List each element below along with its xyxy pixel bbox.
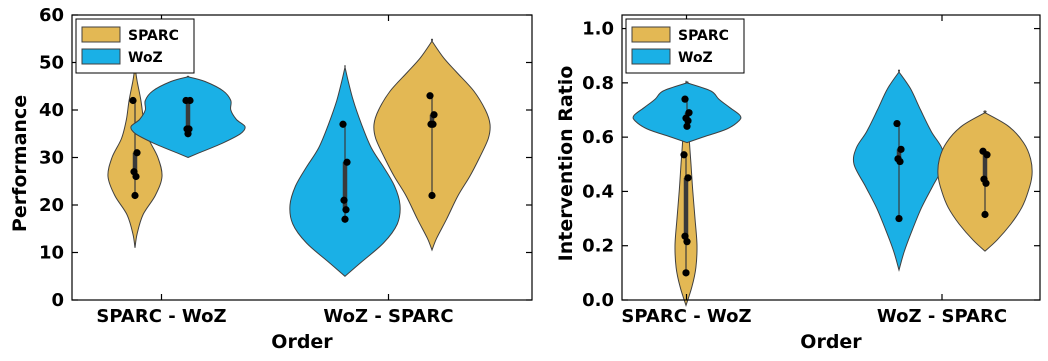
data-point [429, 120, 437, 128]
legend-swatch-woz [631, 48, 671, 65]
x-category-label: SPARC - WoZ [96, 306, 226, 327]
y-tick-label: 60 [39, 5, 64, 26]
chart-panel-2: 0.0 0.2 0.4 0.6 0.8 1.0 SPARC - WoZ WoZ - SPARC… [555, 14, 1041, 353]
y-tick-label: 0.6 [582, 127, 614, 148]
data-point [428, 191, 436, 200]
data-point [684, 117, 692, 125]
x-axis-label: Order [271, 331, 333, 353]
data-point [684, 174, 692, 182]
x-axis-label: Order [800, 331, 862, 353]
chart-panel-1: 0 10 20 30 40 50 60 SPARC - WoZ WoZ - SPARC Order… [9, 5, 533, 353]
legend-label-sparc: SPARC [128, 28, 179, 44]
data-point [340, 196, 348, 204]
y-tick-label: 0.0 [582, 290, 614, 311]
data-point [186, 96, 194, 105]
y-tick-label: 0.4 [582, 181, 614, 202]
legend-label-sparc: SPARC [678, 28, 729, 44]
legend-swatch-sparc [631, 26, 671, 43]
legend: SPARC WoZ [625, 18, 745, 74]
x-category-label: WoZ - SPARC [877, 306, 1007, 327]
data-point [682, 269, 690, 277]
y-tick-label: 1.0 [582, 19, 614, 40]
y-axis-label: Performance [9, 95, 31, 232]
legend-swatch-sparc [81, 26, 121, 43]
y-tick-label: 30 [39, 148, 64, 169]
data-point [342, 206, 350, 214]
legend: SPARC WoZ [75, 18, 195, 74]
data-point [129, 96, 137, 105]
legend-swatch-woz [81, 48, 121, 65]
x-category-label: SPARC - WoZ [621, 306, 751, 327]
data-point [983, 151, 991, 159]
data-point [981, 210, 989, 219]
data-point [895, 214, 903, 223]
data-point [681, 232, 689, 240]
data-point [131, 191, 139, 200]
data-point [681, 95, 689, 103]
data-point [897, 145, 905, 153]
y-tick-label: 0 [51, 290, 64, 311]
data-point [133, 149, 141, 157]
y-tick-label: 20 [39, 195, 64, 216]
data-point [685, 109, 693, 117]
y-tick-label: 10 [39, 243, 64, 264]
y-tick-label: 40 [39, 100, 64, 121]
data-point [426, 92, 434, 100]
data-point [430, 111, 438, 119]
data-point [343, 158, 351, 166]
data-point [184, 130, 192, 138]
legend-label-woz: WoZ [678, 50, 713, 66]
data-point [683, 122, 691, 130]
data-point [683, 238, 691, 246]
legend-label-woz: WoZ [128, 50, 163, 66]
data-point [982, 179, 990, 187]
y-tick-label: 50 [39, 53, 64, 74]
y-tick-label: 0.2 [582, 236, 614, 257]
data-point [341, 215, 349, 223]
data-point [896, 157, 904, 166]
x-category-label: WoZ - SPARC [323, 306, 453, 327]
data-point [132, 172, 140, 181]
data-point [893, 119, 901, 128]
y-tick-label: 0.8 [582, 73, 614, 94]
y-axis-label: Intervention Ratio [555, 66, 577, 262]
data-point [680, 151, 688, 159]
plot-frame [621, 14, 1041, 301]
data-point [339, 120, 347, 128]
